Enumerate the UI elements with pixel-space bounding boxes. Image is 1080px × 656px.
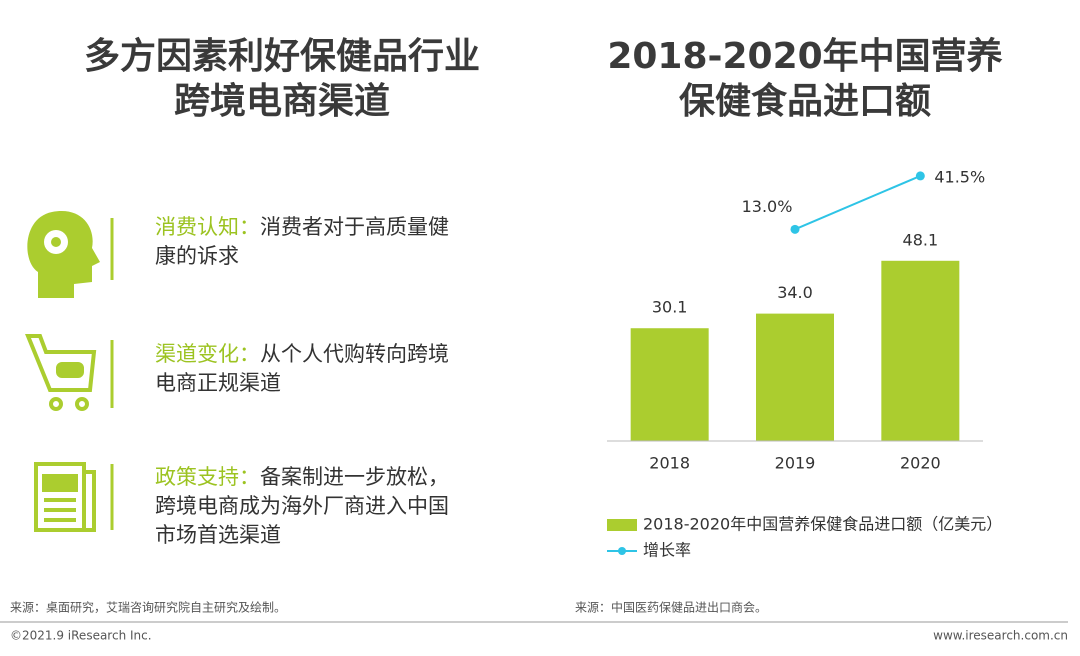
item-text: 消费者对于高质量健	[260, 215, 449, 239]
bar	[881, 260, 960, 441]
source: 来源：中国医药保健品进出口商会。	[575, 600, 767, 615]
item-label: 政策支持：	[155, 465, 260, 489]
paper-icon	[34, 462, 96, 532]
item-text: 跨境电商成为海外厂商进入中国	[155, 494, 449, 518]
copyright: ©2021.9 iResearch Inc.	[10, 629, 152, 643]
bar	[630, 328, 709, 441]
growth-point	[790, 224, 800, 234]
growth-point	[915, 171, 925, 181]
value-label: 48.1	[903, 230, 939, 249]
legend-label: 增长率	[643, 541, 691, 560]
item-text: 备案制进一步放松，	[260, 465, 449, 489]
value-label: 41.5%	[934, 167, 985, 186]
x-tick-label: 2019	[775, 454, 816, 473]
growth-line	[794, 175, 921, 231]
x-tick-label: 2018	[649, 454, 690, 473]
item-text: 电商正规渠道	[155, 371, 281, 395]
chart-title: 2018-2020年中国营养	[607, 35, 1002, 77]
legend-label: 2018-2020年中国营养保健食品进口额（亿美元）	[643, 515, 1002, 534]
item-label: 渠道变化：	[155, 342, 260, 366]
value-label: 30.1	[652, 298, 688, 317]
item-text: 从个人代购转向跨境	[260, 342, 449, 366]
left-title: 跨境电商渠道	[174, 81, 390, 122]
item-text: 市场首选渠道	[155, 523, 281, 547]
url: www.iresearch.com.cn	[933, 629, 1068, 643]
legend-swatch	[607, 519, 637, 531]
x-tick-label: 2020	[900, 454, 941, 473]
item-text: 康的诉求	[155, 244, 239, 268]
item-label: 消费认知：	[155, 215, 260, 239]
chart-title: 保健食品进口额	[679, 81, 931, 122]
cart-icon	[25, 334, 97, 411]
value-label: 34.0	[777, 283, 813, 302]
legend-dot	[618, 547, 626, 555]
head-icon	[27, 210, 101, 298]
bar	[756, 313, 834, 441]
left-title: 多方因素利好保健品行业	[84, 36, 480, 77]
value-label: 13.0%	[742, 197, 793, 216]
source: 来源：桌面研究，艾瑞咨询研究院自主研究及绘制。	[10, 600, 286, 615]
